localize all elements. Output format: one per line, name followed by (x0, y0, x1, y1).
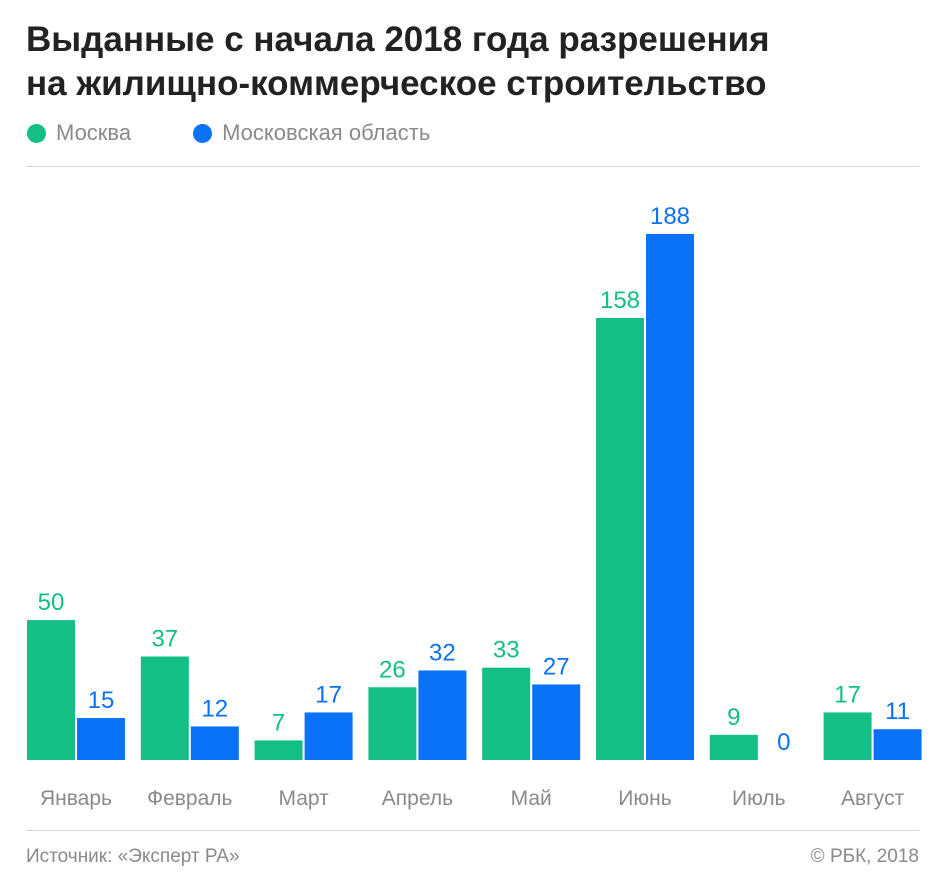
bar-moscow-region-2 (191, 726, 239, 760)
copyright-note: © РБК, 2018 (811, 846, 919, 868)
value-label-moscow-7: 9 (727, 704, 740, 731)
bar-moscow-6 (596, 318, 644, 760)
value-label-moscow-3: 7 (272, 709, 285, 736)
bar-moscow-region-5 (532, 684, 580, 760)
value-label-moscow-2: 37 (151, 625, 178, 652)
x-tick-label-2: Февраль (147, 787, 232, 810)
source-note: Источник: «Эксперт РА» (26, 846, 240, 868)
bar-moscow-region-1 (77, 718, 125, 760)
value-label-moscow-1: 50 (38, 589, 65, 616)
value-label-moscow-region-1: 15 (88, 687, 115, 714)
value-label-moscow-5: 33 (493, 637, 520, 664)
value-label-moscow-region-7: 0 (777, 729, 790, 756)
x-tick-label-3: Март (278, 787, 329, 810)
value-label-moscow-6: 158 (600, 287, 640, 314)
bar-moscow-7 (710, 735, 758, 760)
value-label-moscow-region-4: 32 (429, 639, 456, 666)
value-label-moscow-region-6: 188 (650, 203, 690, 230)
value-label-moscow-4: 26 (379, 656, 406, 683)
bar-moscow-5 (482, 668, 530, 760)
value-label-moscow-region-5: 27 (543, 653, 570, 680)
bar-moscow-region-8 (874, 729, 922, 760)
bar-moscow-1 (27, 620, 75, 760)
x-tick-label-1: Январь (40, 787, 112, 810)
value-label-moscow-region-8: 11 (885, 698, 910, 725)
x-tick-label-7: Июль (732, 787, 786, 810)
bar-moscow-3 (255, 740, 303, 760)
bar-moscow-8 (824, 712, 872, 760)
bottom-divider (26, 830, 919, 831)
bar-chart: 50 15 Январь 37 12 Февраль 7 17 Март 26 32 Апрель 33… (0, 0, 945, 830)
bar-moscow-2 (141, 656, 189, 760)
x-tick-label-5: Май (511, 787, 552, 810)
value-label-moscow-region-2: 12 (201, 695, 228, 722)
x-tick-label-8: Август (841, 787, 905, 810)
bar-moscow-region-3 (305, 712, 353, 760)
bar-moscow-region-6 (646, 234, 694, 760)
value-label-moscow-8: 17 (834, 681, 861, 708)
x-tick-label-6: Июнь (618, 787, 671, 810)
bar-moscow-region-4 (418, 670, 466, 760)
value-label-moscow-region-3: 17 (315, 681, 342, 708)
bar-moscow-4 (368, 687, 416, 760)
x-tick-label-4: Апрель (382, 787, 453, 810)
